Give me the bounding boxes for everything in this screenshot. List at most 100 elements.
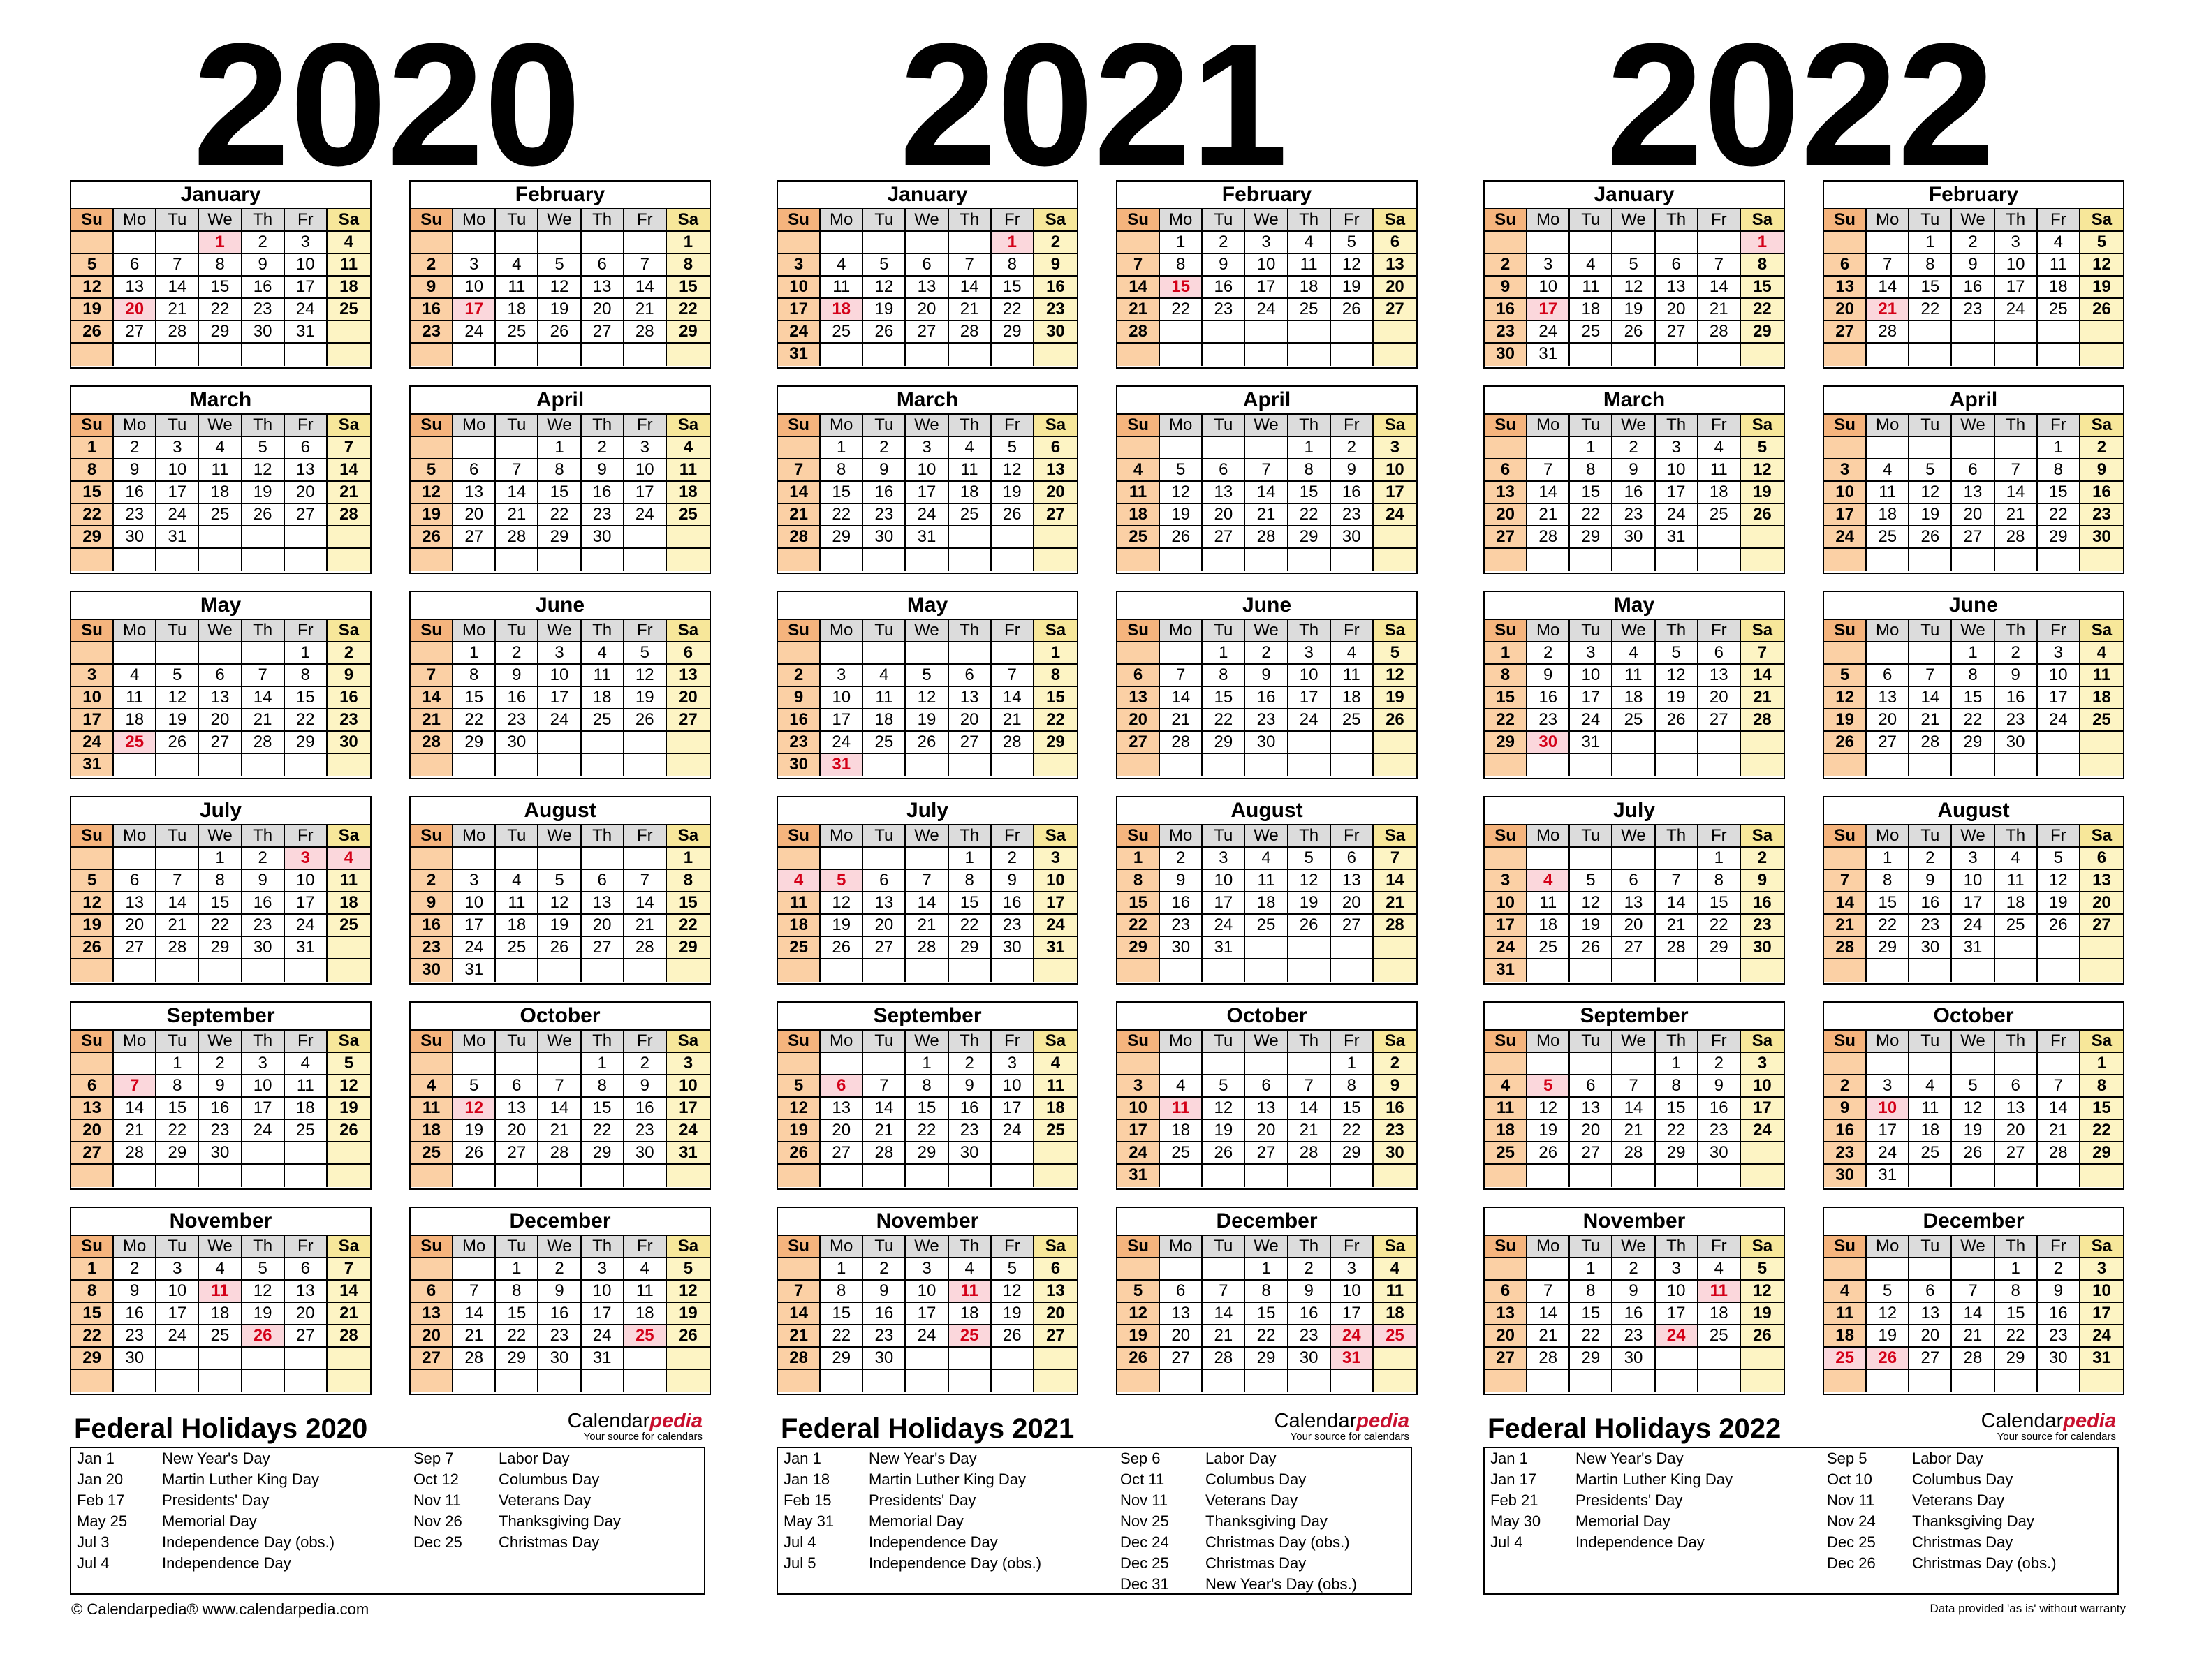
day-cell: 16	[242, 892, 285, 915]
empty-day-cell	[71, 232, 115, 254]
month-name: April	[1824, 387, 2123, 415]
day-cell: 12	[1909, 482, 1953, 504]
holiday-row: Nov 11 Veterans Day	[413, 1490, 621, 1511]
day-cell: 1	[1740, 232, 1784, 254]
day-cell: 19	[453, 1120, 497, 1142]
empty-day-cell	[285, 1370, 328, 1392]
weekday-header: Th	[242, 415, 285, 437]
day-cell: 9	[411, 892, 454, 915]
day-cell: 9	[114, 459, 157, 482]
empty-day-cell	[1740, 754, 1784, 776]
day-cell: 29	[453, 732, 497, 754]
day-cell: 21	[1203, 1325, 1246, 1348]
month-october-2020: October Su Mo Tu We Th Fr Sa 1 2 3 4 5 6 7 8 9 10 11 12 13 14…	[409, 1001, 711, 1190]
holiday-row: Dec 31 New Year's Day (obs.)	[1120, 1574, 1357, 1595]
empty-day-cell	[1909, 437, 1953, 459]
weekday-header: Sa	[2080, 620, 2123, 642]
day-cell: 19	[1203, 1120, 1246, 1142]
month-may-2021: May Su Mo Tu We Th Fr Sa 1 2 3 4 5 6 7 8 9 10 11 12 13 14 15 16…	[777, 591, 1078, 779]
day-cell: 3	[1203, 848, 1246, 870]
day-cell: 11	[1570, 277, 1613, 299]
day-cell: 9	[2080, 459, 2123, 482]
day-cell: 18	[1527, 915, 1571, 937]
day-cell: 7	[778, 1281, 821, 1303]
weekday-header: Fr	[1330, 620, 1374, 642]
day-cell: 4	[666, 437, 710, 459]
day-cell: 21	[1245, 504, 1288, 526]
empty-day-cell	[2037, 937, 2080, 959]
day-cell: 18	[1373, 1303, 1416, 1325]
empty-day-cell	[327, 754, 370, 776]
empty-day-cell	[327, 1348, 370, 1370]
weekday-header: Th	[948, 1031, 992, 1053]
weekday-header: Tu	[156, 1031, 200, 1053]
empty-day-cell	[1952, 344, 1995, 366]
empty-day-cell	[582, 754, 624, 776]
day-cell: 19	[906, 709, 949, 732]
weekday-header: Mo	[1867, 825, 1910, 848]
holiday-row: Nov 26 Thanksgiving Day	[413, 1511, 621, 1532]
empty-day-cell	[821, 1165, 864, 1187]
day-cell: 12	[1117, 1303, 1161, 1325]
empty-day-cell	[1952, 437, 1995, 459]
day-cell: 7	[1867, 254, 1910, 277]
weekday-header: We	[1245, 209, 1288, 232]
empty-day-cell	[453, 1370, 497, 1392]
empty-day-cell	[71, 1053, 115, 1075]
day-cell: 24	[1330, 1325, 1374, 1348]
empty-day-cell	[1288, 549, 1331, 571]
empty-day-cell	[1612, 1370, 1656, 1392]
day-cell: 5	[778, 1075, 821, 1098]
day-cell: 3	[906, 1258, 949, 1281]
weekday-header: We	[199, 1236, 242, 1258]
day-cell: 17	[2080, 1303, 2123, 1325]
weekday-header: Tu	[1570, 209, 1613, 232]
empty-day-cell	[411, 754, 454, 776]
year-title-2020: 2020	[193, 7, 582, 202]
day-cell: 15	[1570, 482, 1613, 504]
day-cell: 27	[1203, 526, 1246, 549]
day-cell: 29	[581, 1142, 624, 1165]
day-cell: 24	[242, 1120, 285, 1142]
day-cell: 8	[1160, 254, 1203, 277]
empty-day-cell	[199, 344, 242, 366]
holidays-table-2020: Jan 1 New Year's Day Jan 20 Martin Luther K…	[70, 1447, 705, 1595]
day-cell: 30	[114, 1348, 157, 1370]
weekday-header: We	[1952, 1031, 1995, 1053]
day-cell: 17	[156, 482, 200, 504]
day-cell: 6	[1034, 1258, 1077, 1281]
day-cell: 8	[496, 1281, 539, 1303]
holiday-row: Jul 5 Independence Day (obs.)	[784, 1553, 1041, 1574]
month-name: March	[71, 387, 370, 415]
empty-day-cell	[284, 1142, 328, 1165]
day-cell: 28	[906, 937, 949, 959]
day-cell: 20	[581, 915, 624, 937]
day-cell: 13	[1994, 1098, 2038, 1120]
empty-day-cell	[1952, 1258, 1995, 1281]
holiday-name: Christmas Day (obs.)	[1205, 1533, 1350, 1551]
day-cell: 27	[71, 1142, 115, 1165]
day-cell: 4	[496, 870, 539, 892]
day-cell: 27	[1612, 937, 1656, 959]
day-cell: 20	[1612, 915, 1656, 937]
day-cell: 27	[1824, 321, 1867, 344]
day-cell: 24	[284, 915, 328, 937]
holiday-date: Dec 31	[1120, 1575, 1169, 1593]
weekday-header: Th	[948, 1236, 992, 1258]
day-cell: 29	[666, 321, 710, 344]
day-cell: 1	[156, 1053, 200, 1075]
empty-day-cell	[624, 232, 667, 254]
day-cell: 23	[863, 504, 906, 526]
empty-day-cell	[453, 437, 497, 459]
day-cell: 14	[863, 1098, 906, 1120]
holiday-row: Dec 25 Christmas Day	[1120, 1553, 1357, 1574]
day-cell: 18	[1909, 1120, 1953, 1142]
day-cell: 1	[1570, 437, 1613, 459]
day-cell: 24	[1994, 299, 2038, 321]
day-cell: 19	[71, 299, 115, 321]
day-cell: 28	[1373, 915, 1416, 937]
day-cell: 21	[1117, 299, 1161, 321]
empty-day-cell	[199, 1348, 242, 1370]
day-cell: 10	[666, 1075, 710, 1098]
day-cell: 1	[1994, 1258, 2038, 1281]
